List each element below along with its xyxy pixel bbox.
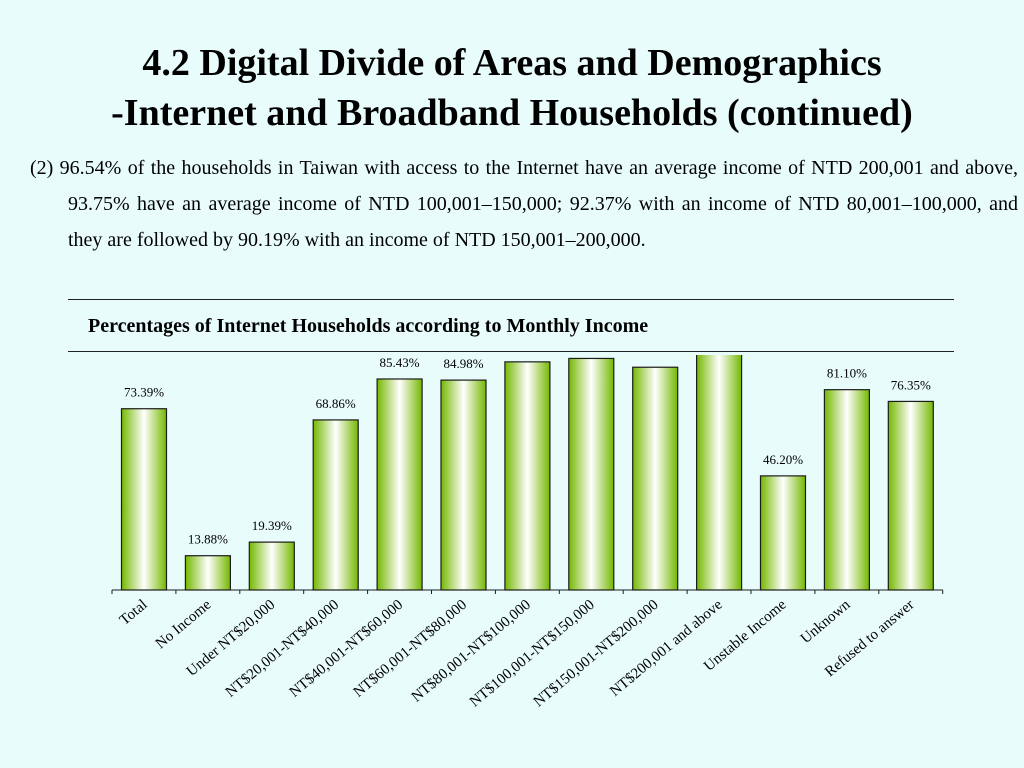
value-label: 84.98% xyxy=(443,356,483,371)
bars-layer xyxy=(111,355,944,594)
value-label: 68.86% xyxy=(316,396,356,411)
category-label: NT$60,001-NT$80,000 xyxy=(351,597,470,701)
bar xyxy=(248,541,295,591)
value-label: 85.43% xyxy=(380,355,420,370)
bar xyxy=(184,555,231,591)
slide-title-line-2: -Internet and Broadband Households (cont… xyxy=(111,92,913,134)
value-label: 90.19% xyxy=(635,355,675,358)
bar-chart: 73.39%13.88%19.39%68.86%85.43%84.98%92.3… xyxy=(111,355,944,710)
value-labels-layer: 73.39%13.88%19.39%68.86%85.43%84.98%92.3… xyxy=(124,355,931,547)
value-label: 76.35% xyxy=(891,377,931,392)
bar xyxy=(376,378,423,591)
bar xyxy=(120,408,168,591)
bar xyxy=(568,357,615,591)
bar xyxy=(823,389,871,591)
bar xyxy=(312,419,359,591)
category-label: NT$20,001-NT$40,000 xyxy=(223,597,342,701)
bar xyxy=(440,379,487,591)
income-paragraph: (2) 96.54% of the households in Taiwan w… xyxy=(30,157,1018,251)
bar xyxy=(632,366,679,591)
value-label: 19.39% xyxy=(252,518,292,533)
category-label: Unknown xyxy=(798,596,854,647)
value-label: 13.88% xyxy=(188,532,228,547)
category-label: NT$100,001-NT$150,000 xyxy=(467,597,598,710)
value-label: 73.39% xyxy=(124,385,164,400)
chart-title: Percentages of Internet Households accor… xyxy=(88,315,649,337)
chart-title-top-rule xyxy=(68,299,954,300)
category-label: NT$200,001 and above xyxy=(607,597,726,700)
category-label: NT$40,001-NT$60,000 xyxy=(287,597,406,701)
bar xyxy=(504,361,551,591)
category-label: No Income xyxy=(153,597,215,653)
bar xyxy=(695,355,743,591)
category-label: NT$150,001-NT$200,000 xyxy=(531,597,662,710)
value-label: 81.10% xyxy=(827,366,867,381)
slide-title: 4.2 Digital Divide of Areas and Demograp… xyxy=(0,38,1024,138)
bar xyxy=(887,400,934,591)
bar xyxy=(759,475,807,591)
chart-title-bottom-rule xyxy=(68,351,954,352)
category-label: Total xyxy=(117,597,151,629)
value-label: 46.20% xyxy=(763,452,803,467)
body-text: (2) 96.54% of the households in Taiwan w… xyxy=(30,150,1018,258)
category-label: NT$80,001-NT$100,000 xyxy=(409,597,534,706)
slide-title-line-1: 4.2 Digital Divide of Areas and Demograp… xyxy=(142,42,882,84)
